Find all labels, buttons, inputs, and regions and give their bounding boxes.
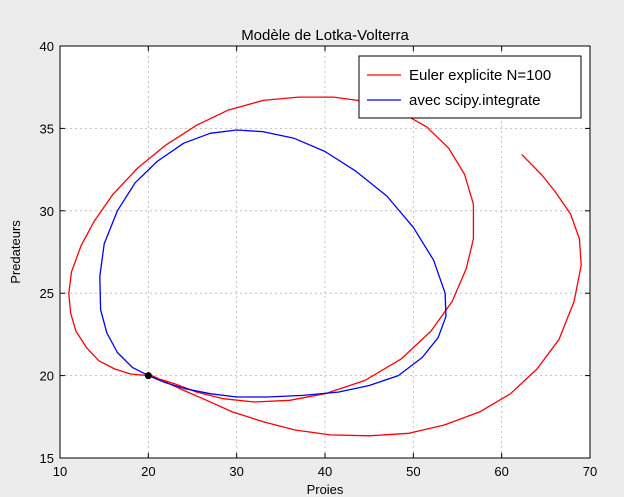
- series-lines: [68, 96, 582, 437]
- y-tick-label: 35: [40, 121, 54, 136]
- x-axis-label: Proies: [307, 482, 344, 497]
- x-tick-label: 50: [406, 464, 420, 479]
- y-axis-label: Predateurs: [8, 220, 23, 284]
- y-tick-label: 20: [40, 369, 54, 384]
- grid-lines: [60, 46, 590, 458]
- y-tick-label: 40: [40, 39, 54, 54]
- x-tick-label: 60: [494, 464, 508, 479]
- legend: Euler explicite N=100 avec scipy.integra…: [358, 55, 582, 119]
- x-tick-label: 10: [53, 464, 67, 479]
- legend-label-scipy: avec scipy.integrate: [409, 92, 540, 109]
- x-tick-label: 70: [583, 464, 597, 479]
- series-line-1: [99, 129, 447, 398]
- x-tick-label: 30: [229, 464, 243, 479]
- axis-ticks: 10 20 30 40 50 60 70 15 20 25 30 35 40: [40, 39, 598, 479]
- series-line-0: [68, 96, 582, 437]
- annotations: [144, 372, 152, 380]
- legend-box: [358, 55, 582, 119]
- y-tick-label: 30: [40, 204, 54, 219]
- start-point-marker: [144, 372, 152, 380]
- chart-title: Modèle de Lotka-Volterra: [241, 27, 409, 44]
- y-tick-label: 25: [40, 286, 54, 301]
- x-tick-label: 40: [318, 464, 332, 479]
- x-tick-label: 20: [141, 464, 155, 479]
- y-tick-label: 15: [40, 451, 54, 466]
- legend-label-euler: Euler explicite N=100: [409, 67, 551, 84]
